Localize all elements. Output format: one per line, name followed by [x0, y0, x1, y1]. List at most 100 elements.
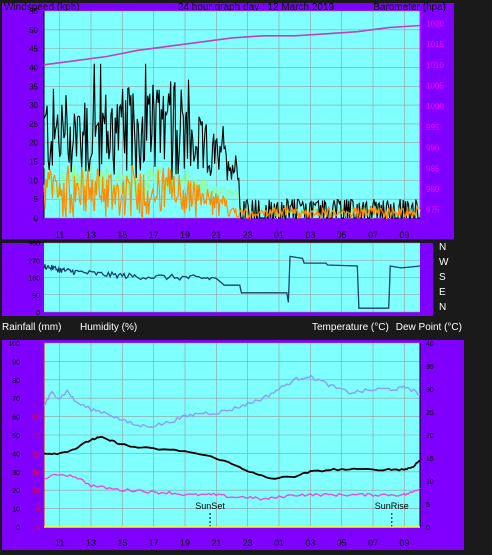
- wind-right-tick: 1005: [426, 82, 444, 91]
- wind-x-tick: 11: [55, 230, 64, 240]
- header-barometer-label: Barometer (hpa): [373, 2, 446, 13]
- rainfall-axis-tick: 10: [32, 488, 40, 495]
- wind-left-tick: 55: [29, 7, 38, 16]
- climate-x-tick: 03: [305, 538, 315, 548]
- humidity-axis-tick: 40: [12, 451, 20, 458]
- header-windspeed-label: Windspeed (kph): [4, 2, 80, 13]
- direction-right-label: E: [439, 287, 446, 298]
- wind-x-tick: 15: [117, 230, 127, 240]
- wind-left-tick: 25: [29, 120, 38, 129]
- humidity-series: [43, 374, 421, 428]
- climate-x-tick: 17: [149, 538, 159, 548]
- humidity-axis-tick: 10: [12, 507, 20, 514]
- climate-x-tick: 23: [243, 538, 253, 548]
- wind-x-tick: 07: [368, 230, 378, 240]
- direction-left-tick: 360: [28, 241, 40, 248]
- humidity-axis-tick: 20: [12, 488, 20, 495]
- rainfall-label: Rainfall (mm): [2, 322, 61, 333]
- climate-x-tick: 01: [274, 538, 284, 548]
- wind-right-tick: 1020: [426, 19, 444, 28]
- wind-left-tick: 15: [29, 158, 38, 167]
- humidity-axis-tick: 100: [8, 341, 20, 348]
- wind-left-tick: 50: [29, 26, 38, 35]
- temperature-axis-tick: 25: [426, 410, 434, 417]
- rainfall-axis-tick: 5: [36, 507, 40, 514]
- direction-left-tick: 0: [36, 310, 40, 317]
- wind-x-tick: 23: [243, 230, 253, 240]
- wind-x-tick: 09: [399, 230, 409, 240]
- barometer-series: [43, 24, 421, 66]
- direction-left-tick: 90: [32, 293, 40, 300]
- wind-right-tick: 990: [426, 144, 440, 153]
- rainfall-axis-tick: 30: [32, 415, 40, 422]
- wind-x-tick: 21: [211, 230, 221, 240]
- dewpoint-series: [43, 473, 421, 501]
- direction-right-label: N: [439, 302, 446, 313]
- direction-right-label: N: [439, 242, 446, 253]
- temperature-axis-tick: 10: [426, 479, 434, 486]
- wind-x-tick: 13: [86, 230, 96, 240]
- humidity-axis-tick: 90: [12, 359, 20, 366]
- wind-x-tick: 17: [149, 230, 159, 240]
- wind-x-tick: 05: [337, 230, 347, 240]
- wind-left-tick: 40: [29, 63, 38, 72]
- wind-right-tick: 995: [426, 123, 440, 132]
- temperature-axis-tick: 15: [426, 456, 434, 463]
- humidity-axis-tick: 0: [16, 525, 20, 532]
- wind-right-tick: 1015: [426, 40, 444, 49]
- direction-right-label: S: [439, 272, 446, 283]
- temperature-series: [43, 435, 421, 480]
- wind-right-tick: 985: [426, 164, 440, 173]
- climate-x-tick: 15: [117, 538, 127, 548]
- temperature-axis-tick: 5: [426, 502, 430, 509]
- wind-left-tick: 35: [29, 82, 38, 91]
- climate-x-tick: 05: [337, 538, 347, 548]
- climate-x-tick: 07: [368, 538, 378, 548]
- direction-left-tick: 180: [28, 276, 40, 283]
- wind-left-tick: 0: [34, 214, 39, 223]
- wind-right-tick: 975: [426, 206, 440, 215]
- humidity-axis-tick: 30: [12, 470, 20, 477]
- wind-left-tick: 45: [29, 45, 38, 54]
- temperature-label: Temperature (°C): [312, 322, 389, 333]
- humidity-label: Humidity (%): [80, 322, 137, 333]
- temperature-axis-tick: 40: [426, 341, 434, 348]
- humidity-axis-tick: 80: [12, 378, 20, 385]
- wind-right-tick: 980: [426, 185, 440, 194]
- humidity-axis-tick: 70: [12, 396, 20, 403]
- wind-gust-series: [43, 63, 420, 219]
- wind-right-tick: 1010: [426, 61, 444, 70]
- wind-left-tick: 5: [34, 195, 39, 204]
- rainfall-axis-tick: 20: [32, 451, 40, 458]
- direction-right-label: W: [439, 257, 449, 268]
- climate-x-tick: 13: [86, 538, 96, 548]
- climate-x-tick: 09: [399, 538, 409, 548]
- temperature-axis-tick: 30: [426, 387, 434, 394]
- rainfall-axis-tick: 0: [36, 525, 40, 532]
- climate-x-tick: 19: [180, 538, 190, 548]
- wind-left-tick: 30: [29, 101, 38, 110]
- temperature-axis-tick: 35: [426, 364, 434, 371]
- wind-left-tick: 20: [29, 139, 38, 148]
- header-date-label: 24 hour graph day : 12 March 2019: [178, 2, 335, 13]
- climate-x-tick: 11: [55, 538, 64, 548]
- wind-right-tick: 1000: [426, 102, 444, 111]
- direction-series: [43, 255, 421, 309]
- wind-x-tick: 19: [180, 230, 190, 240]
- sunset-label: SunSet: [195, 501, 225, 511]
- temperature-axis-tick: 20: [426, 433, 434, 440]
- rainfall-axis-tick: 25: [32, 433, 40, 440]
- rainfall-axis-tick: 15: [32, 470, 40, 477]
- wind-x-tick: 03: [305, 230, 315, 240]
- direction-left-tick: 270: [28, 258, 40, 265]
- humidity-axis-tick: 50: [12, 433, 20, 440]
- sunrise-label: SunRise: [375, 501, 409, 511]
- wind-left-tick: 10: [29, 176, 38, 185]
- climate-x-tick: 21: [211, 538, 221, 548]
- humidity-axis-tick: 60: [12, 415, 20, 422]
- wind-avg-series: [43, 165, 421, 220]
- dewpoint-label: Dew Point (°C): [396, 322, 462, 333]
- temperature-axis-tick: 0: [426, 525, 430, 532]
